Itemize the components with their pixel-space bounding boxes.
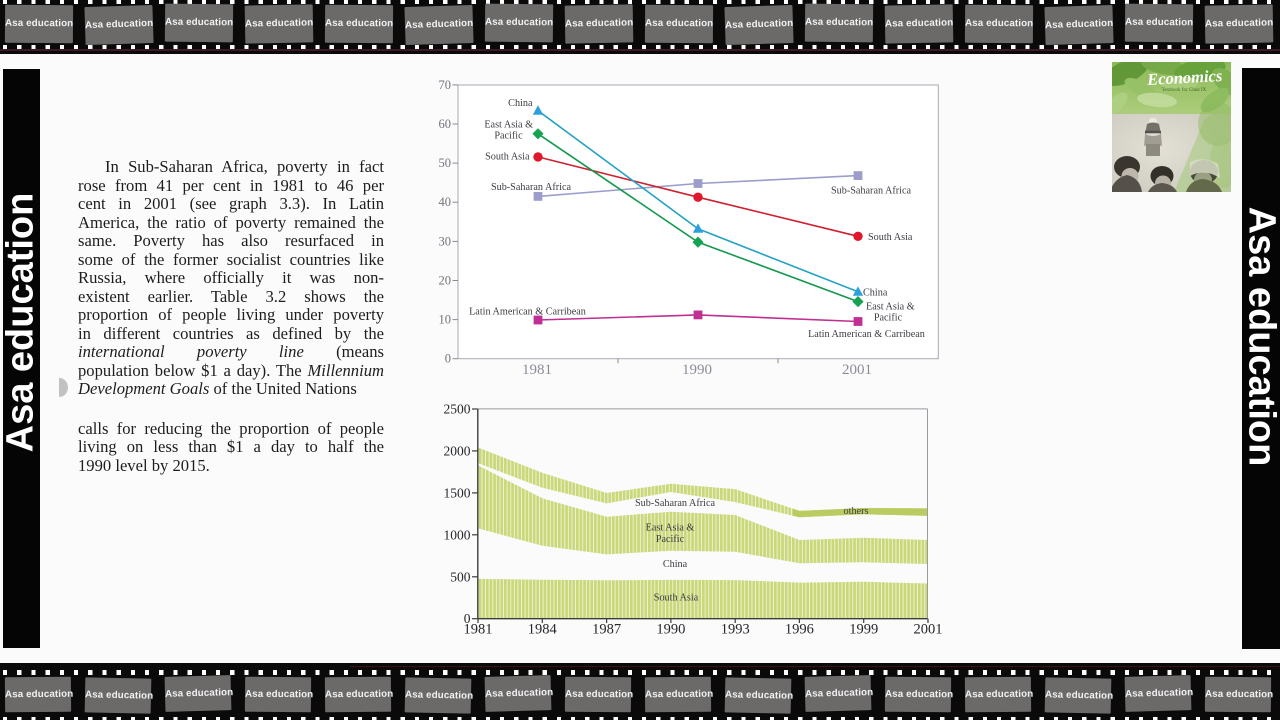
svg-text:1000: 1000 bbox=[444, 527, 471, 542]
svg-text:Textbook for Class IX: Textbook for Class IX bbox=[1162, 88, 1207, 93]
svg-text:0: 0 bbox=[445, 352, 451, 366]
svg-text:Latin American & Carribean: Latin American & Carribean bbox=[469, 307, 586, 318]
svg-text:China: China bbox=[663, 559, 688, 570]
svg-text:60: 60 bbox=[439, 117, 452, 131]
svg-text:2001: 2001 bbox=[914, 622, 943, 638]
svg-text:1984: 1984 bbox=[528, 622, 558, 638]
svg-text:1981: 1981 bbox=[522, 362, 552, 378]
svg-text:China: China bbox=[508, 98, 533, 109]
svg-text:2001: 2001 bbox=[842, 362, 872, 378]
svg-text:1990: 1990 bbox=[656, 622, 685, 638]
svg-text:South Asia: South Asia bbox=[654, 593, 699, 604]
svg-text:1993: 1993 bbox=[721, 622, 750, 638]
svg-text:30: 30 bbox=[439, 234, 452, 248]
svg-text:20: 20 bbox=[439, 274, 452, 288]
svg-text:Pacific: Pacific bbox=[494, 131, 523, 142]
svg-text:others: others bbox=[844, 506, 869, 517]
svg-text:South Asia: South Asia bbox=[868, 232, 913, 243]
svg-text:2500: 2500 bbox=[444, 402, 471, 417]
svg-text:East Asia &: East Asia & bbox=[484, 120, 533, 131]
svg-text:40: 40 bbox=[439, 195, 452, 209]
svg-text:Latin American & Carribean: Latin American & Carribean bbox=[808, 329, 925, 340]
svg-text:10: 10 bbox=[439, 313, 452, 327]
svg-text:1987: 1987 bbox=[592, 622, 621, 638]
svg-text:70: 70 bbox=[439, 78, 452, 92]
svg-text:Economics: Economics bbox=[1146, 66, 1223, 89]
svg-text:1996: 1996 bbox=[785, 622, 814, 638]
svg-text:East Asia &: East Asia & bbox=[866, 302, 915, 313]
svg-text:Sub-Saharan Africa: Sub-Saharan Africa bbox=[635, 498, 716, 509]
svg-text:Pacific: Pacific bbox=[874, 313, 903, 324]
svg-text:1500: 1500 bbox=[444, 485, 471, 500]
svg-text:0: 0 bbox=[464, 611, 471, 626]
svg-text:50: 50 bbox=[439, 156, 452, 170]
svg-text:Sub-Saharan Africa: Sub-Saharan Africa bbox=[491, 182, 572, 193]
svg-text:Sub-Saharan Africa: Sub-Saharan Africa bbox=[831, 186, 912, 197]
svg-text:500: 500 bbox=[450, 569, 471, 584]
svg-text:Pacific: Pacific bbox=[656, 534, 685, 545]
svg-text:1981: 1981 bbox=[464, 622, 493, 638]
svg-text:South Asia: South Asia bbox=[485, 152, 530, 163]
svg-text:China: China bbox=[863, 288, 888, 299]
svg-text:1990: 1990 bbox=[682, 362, 712, 378]
svg-text:2000: 2000 bbox=[444, 443, 471, 458]
svg-text:East Asia &: East Asia & bbox=[646, 523, 695, 534]
svg-text:1999: 1999 bbox=[849, 622, 878, 638]
